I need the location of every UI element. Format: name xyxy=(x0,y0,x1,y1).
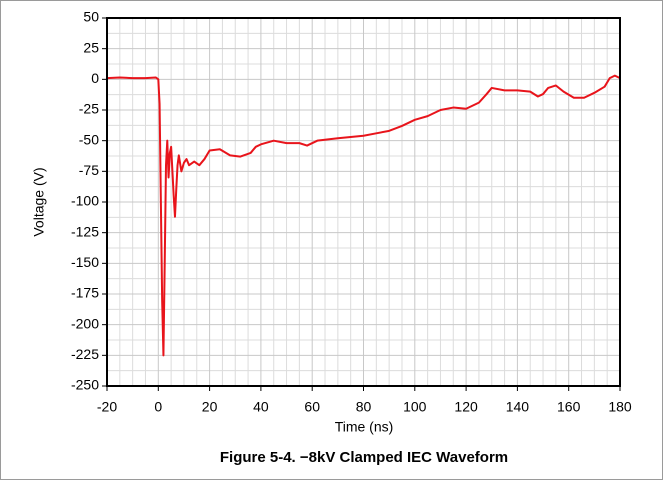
y-tick-label: -150 xyxy=(71,254,99,270)
y-tick-label: -50 xyxy=(79,131,99,147)
x-tick-label: 40 xyxy=(253,399,269,415)
y-tick-label: 0 xyxy=(91,70,99,86)
x-tick-label: -20 xyxy=(97,399,117,415)
x-tick-label: 180 xyxy=(608,399,632,415)
y-tick-label: -75 xyxy=(79,162,99,178)
x-tick-label: 0 xyxy=(154,399,162,415)
y-tick-label: -250 xyxy=(71,377,99,393)
y-tick-label: -175 xyxy=(71,285,99,301)
y-tick-label: -25 xyxy=(79,101,99,117)
y-tick-label: -200 xyxy=(71,315,99,331)
y-tick-label: -100 xyxy=(71,193,99,209)
chart-title: Figure 5-4. −8kV Clamped IEC Waveform xyxy=(220,449,508,466)
x-tick-label: 160 xyxy=(557,399,581,415)
x-tick-label: 100 xyxy=(403,399,427,415)
data-line xyxy=(106,74,621,357)
x-axis-label: Time (ns) xyxy=(335,419,394,435)
y-tick-label: -225 xyxy=(71,346,99,362)
x-tick-label: 120 xyxy=(454,399,478,415)
y-tick-label: 50 xyxy=(83,9,99,25)
x-tick-label: 140 xyxy=(506,399,530,415)
x-tick-label: 80 xyxy=(356,399,372,415)
x-tick-label: 60 xyxy=(304,399,320,415)
x-tick-label: 20 xyxy=(202,399,218,415)
y-tick-label: 25 xyxy=(83,39,99,55)
y-axis-label: Voltage (V) xyxy=(31,167,47,236)
plot-border xyxy=(106,17,621,387)
y-tick-label: -125 xyxy=(71,223,99,239)
